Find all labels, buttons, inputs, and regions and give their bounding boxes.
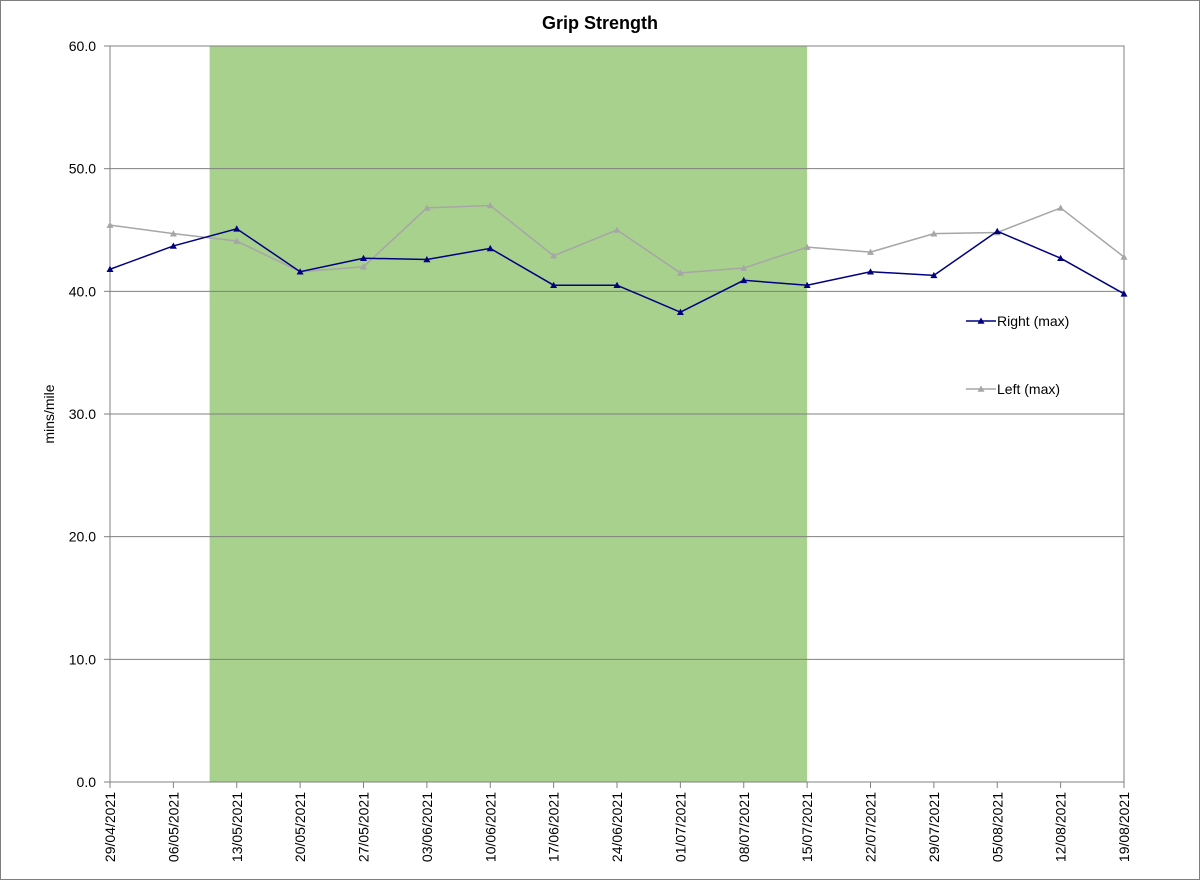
x-tick-label: 22/07/2021 [863,792,879,862]
data-point-right-max [1120,290,1128,297]
x-tick-label: 01/07/2021 [672,792,688,862]
legend-label-right-max: Right (max) [997,313,1069,329]
data-point-right-max [169,242,177,249]
data-point-right-max [1057,254,1065,262]
y-tick-label: 60.0 [69,38,96,54]
y-tick-label: 40.0 [69,283,96,299]
chart-title: Grip Strength [542,13,658,33]
data-point-right-max [740,276,748,284]
data-point-left-max [233,237,241,244]
data-point-right-max [423,255,431,263]
x-tick-label: 06/05/2021 [165,792,181,862]
x-tick-label: 08/07/2021 [736,792,752,862]
data-point-left-max [930,230,938,237]
y-tick-label: 50.0 [69,161,96,177]
data-point-right-max [233,225,241,232]
x-tick-label: 27/05/2021 [356,792,372,862]
data-point-right-max [486,244,494,252]
data-point-left-max [423,204,431,211]
x-tick-label: 29/04/2021 [102,792,118,862]
legend-marker-left-max [977,385,985,392]
y-axis-label: mins/mile [41,384,57,443]
data-point-right-max [550,281,558,288]
data-point-left-max [613,226,621,233]
x-tick-label: 15/07/2021 [799,792,815,862]
data-point-right-max [360,254,367,262]
data-point-right-max [296,268,304,275]
data-point-left-max [1057,204,1065,211]
x-tick-label: 03/06/2021 [419,792,435,862]
data-point-left-max [867,248,874,255]
y-tick-label: 30.0 [69,406,96,422]
data-point-left-max [803,243,811,250]
plot-area: 0.0 10.0 20.0 30.0 40.0 50.0 60.0 29/04/2021 06/… [69,38,1132,862]
data-point-left-max [550,252,558,259]
data-point-left-max [360,263,367,270]
data-point-right-max [930,271,938,279]
data-point-right-max [867,268,874,275]
legend-label-left-max: Left (max) [997,381,1060,397]
y-tick-label: 20.0 [69,529,96,545]
x-tick-label: 24/06/2021 [609,792,625,862]
x-tick-label: 29/07/2021 [926,792,942,862]
data-point-right-max [106,265,114,273]
x-tick-label: 10/06/2021 [482,792,498,862]
data-point-right-max [676,308,684,315]
data-point-right-max [613,281,621,288]
data-point-left-max [486,201,494,209]
data-point-left-max [106,221,114,228]
data-point-left-max [169,230,177,237]
data-point-left-max [676,269,684,276]
data-point-left-max [1120,253,1128,260]
data-point-right-max [993,227,1001,235]
x-tick-label: 05/08/2021 [989,792,1005,862]
legend-marker-right-max [977,317,985,324]
y-tick-label: 10.0 [69,651,96,667]
x-tick-label: 19/08/2021 [1116,792,1132,862]
data-point-left-max [740,264,748,271]
x-tick-label: 17/06/2021 [546,792,562,862]
x-tick-label: 12/08/2021 [1053,792,1069,862]
x-tick-label: 20/05/2021 [292,792,308,862]
data-point-right-max [803,281,811,288]
x-tick-label: 13/05/2021 [229,792,245,862]
y-tick-label: 0.0 [77,774,97,790]
